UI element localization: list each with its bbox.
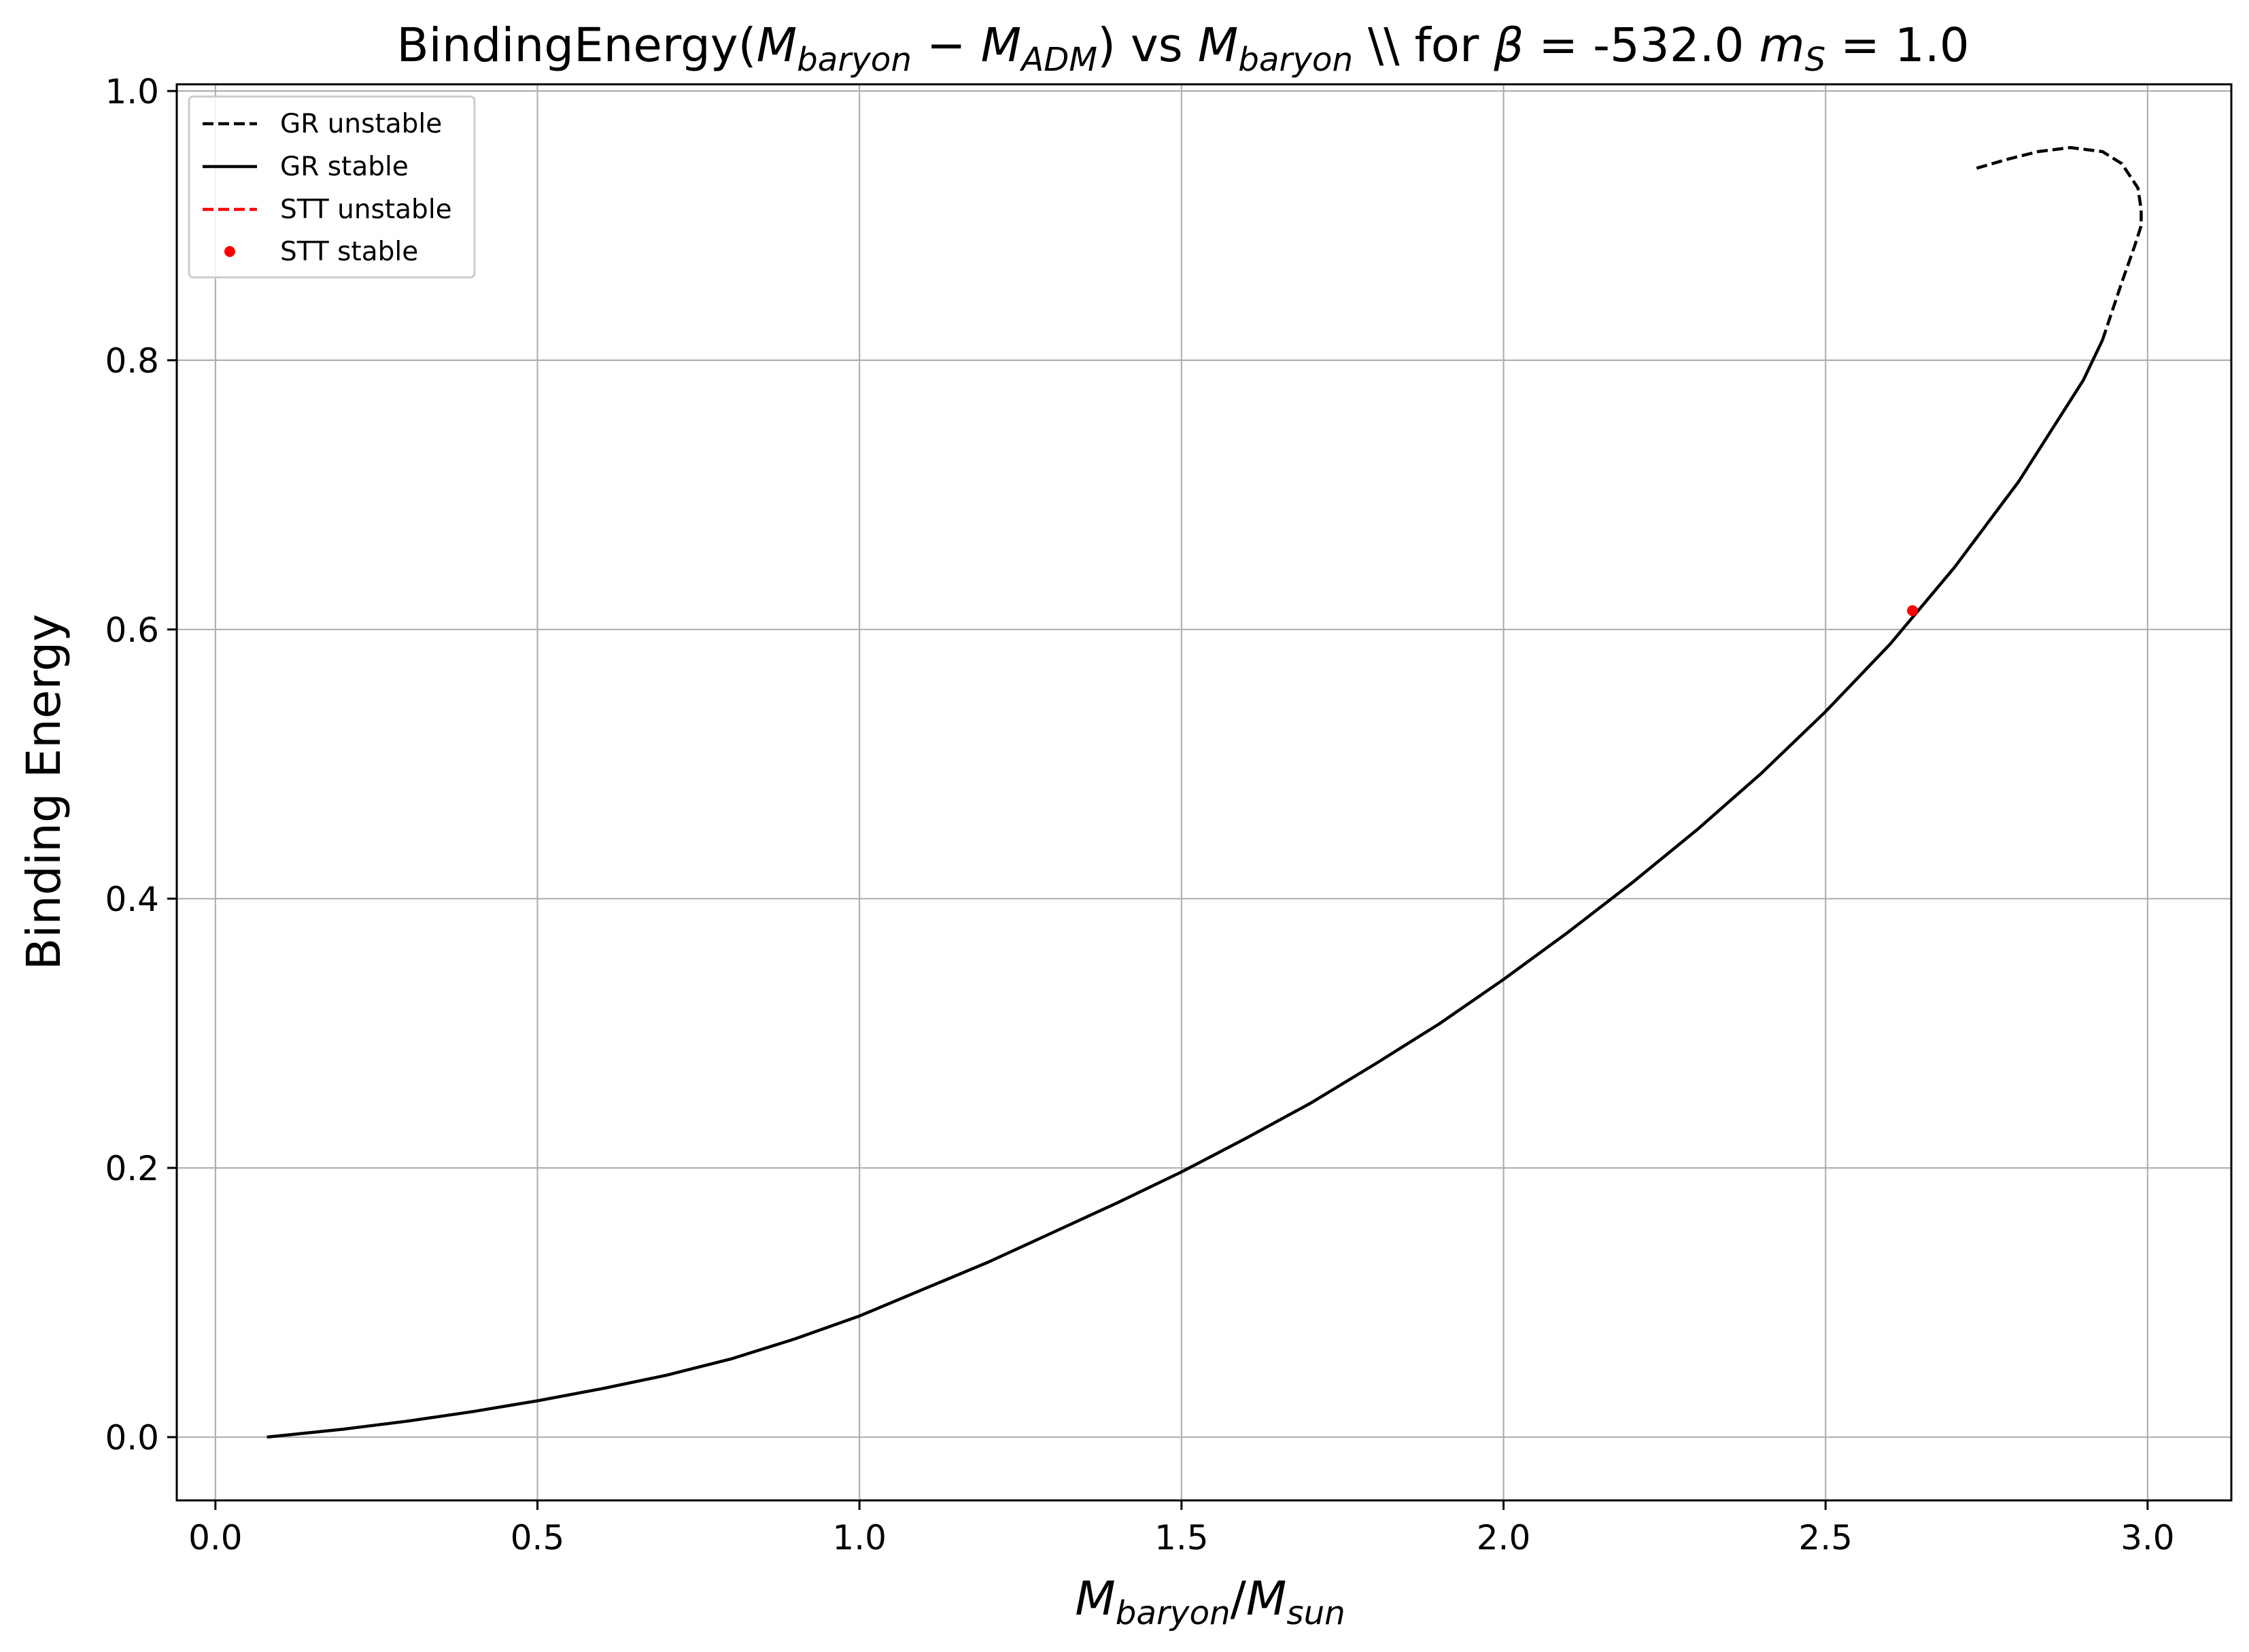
x-tick-label: 1.0 [832,1518,887,1558]
x-axis-label: Mbaryon/Msun [1075,1572,1345,1632]
grid-layer [177,84,2231,1500]
y-tick-label: 0.4 [105,880,159,919]
gr-unstable-line [1973,145,2143,341]
ticks-layer: 0.0 0.5 1.0 1.5 2.0 2.5 3.0 0.0 0.2 0.4 0.6 0.8 1.0 [105,72,2174,1558]
legend-label-gr-stable: GR stable [280,152,409,182]
x-tick-label: 2.5 [1798,1518,1853,1558]
y-tick-label: 0.8 [105,341,159,381]
legend-box [188,95,476,279]
x-tick-label: 3.0 [2121,1518,2175,1558]
y-tick-label: 0.6 [105,610,159,650]
y-tick-label: 0.2 [105,1149,159,1188]
series-layer [267,145,2143,1439]
stt-stable-point [1907,605,1919,617]
legend: GR unstable GR stable STT unstable STT s… [188,95,476,279]
legend-label-stt-stable: STT stable [280,237,418,267]
plot-frame [175,83,2233,1502]
y-axis-label: Binding Energy [17,614,71,970]
gr-stable-line [267,339,2104,1439]
x-tick-label: 0.5 [511,1518,565,1558]
legend-label-stt-unstable: STT unstable [280,194,452,225]
y-tick-label: 0.0 [105,1418,159,1458]
x-tick-label: 2.0 [1477,1518,1531,1558]
y-tick-label: 1.0 [105,72,159,111]
legend-swatch-stt-stable [224,246,235,257]
x-tick-label: 0.0 [188,1518,243,1558]
legend-label-gr-unstable: GR unstable [280,109,442,139]
x-tick-label: 1.5 [1154,1518,1209,1558]
chart-title: BindingEnergy(Mbaryon − MADM) vs Mbaryon… [396,18,1969,79]
